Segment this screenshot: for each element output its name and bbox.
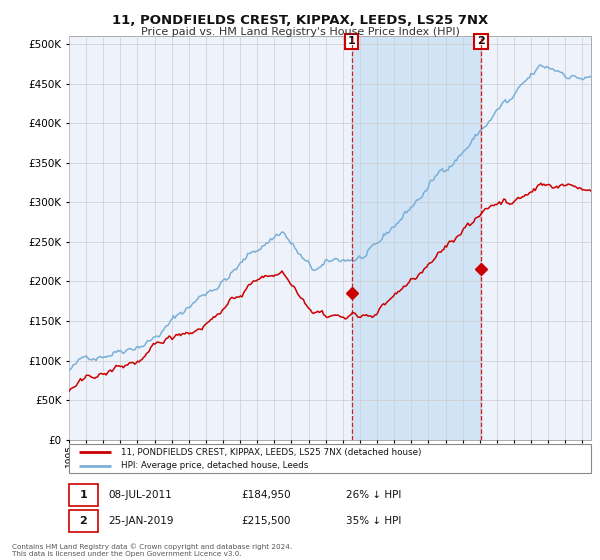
Text: 2: 2: [79, 516, 87, 526]
Text: 2: 2: [477, 36, 485, 46]
Text: 08-JUL-2011: 08-JUL-2011: [108, 490, 172, 500]
Text: 1: 1: [79, 490, 87, 500]
Text: £215,500: £215,500: [241, 516, 291, 526]
Bar: [352, 36, 481, 440]
FancyBboxPatch shape: [69, 510, 98, 532]
Text: Contains HM Land Registry data © Crown copyright and database right 2024.
This d: Contains HM Land Registry data © Crown c…: [12, 544, 292, 557]
Text: Price paid vs. HM Land Registry's House Price Index (HPI): Price paid vs. HM Land Registry's House …: [140, 27, 460, 37]
Text: HPI: Average price, detached house, Leeds: HPI: Average price, detached house, Leed…: [121, 461, 308, 470]
FancyBboxPatch shape: [69, 484, 98, 506]
Text: 11, PONDFIELDS CREST, KIPPAX, LEEDS, LS25 7NX (detached house): 11, PONDFIELDS CREST, KIPPAX, LEEDS, LS2…: [121, 448, 422, 457]
Text: £184,950: £184,950: [241, 490, 291, 500]
FancyBboxPatch shape: [69, 444, 591, 473]
Text: 26% ↓ HPI: 26% ↓ HPI: [346, 490, 401, 500]
Text: 11, PONDFIELDS CREST, KIPPAX, LEEDS, LS25 7NX: 11, PONDFIELDS CREST, KIPPAX, LEEDS, LS2…: [112, 14, 488, 27]
Text: 1: 1: [348, 36, 356, 46]
Text: 25-JAN-2019: 25-JAN-2019: [108, 516, 173, 526]
Text: 35% ↓ HPI: 35% ↓ HPI: [346, 516, 401, 526]
